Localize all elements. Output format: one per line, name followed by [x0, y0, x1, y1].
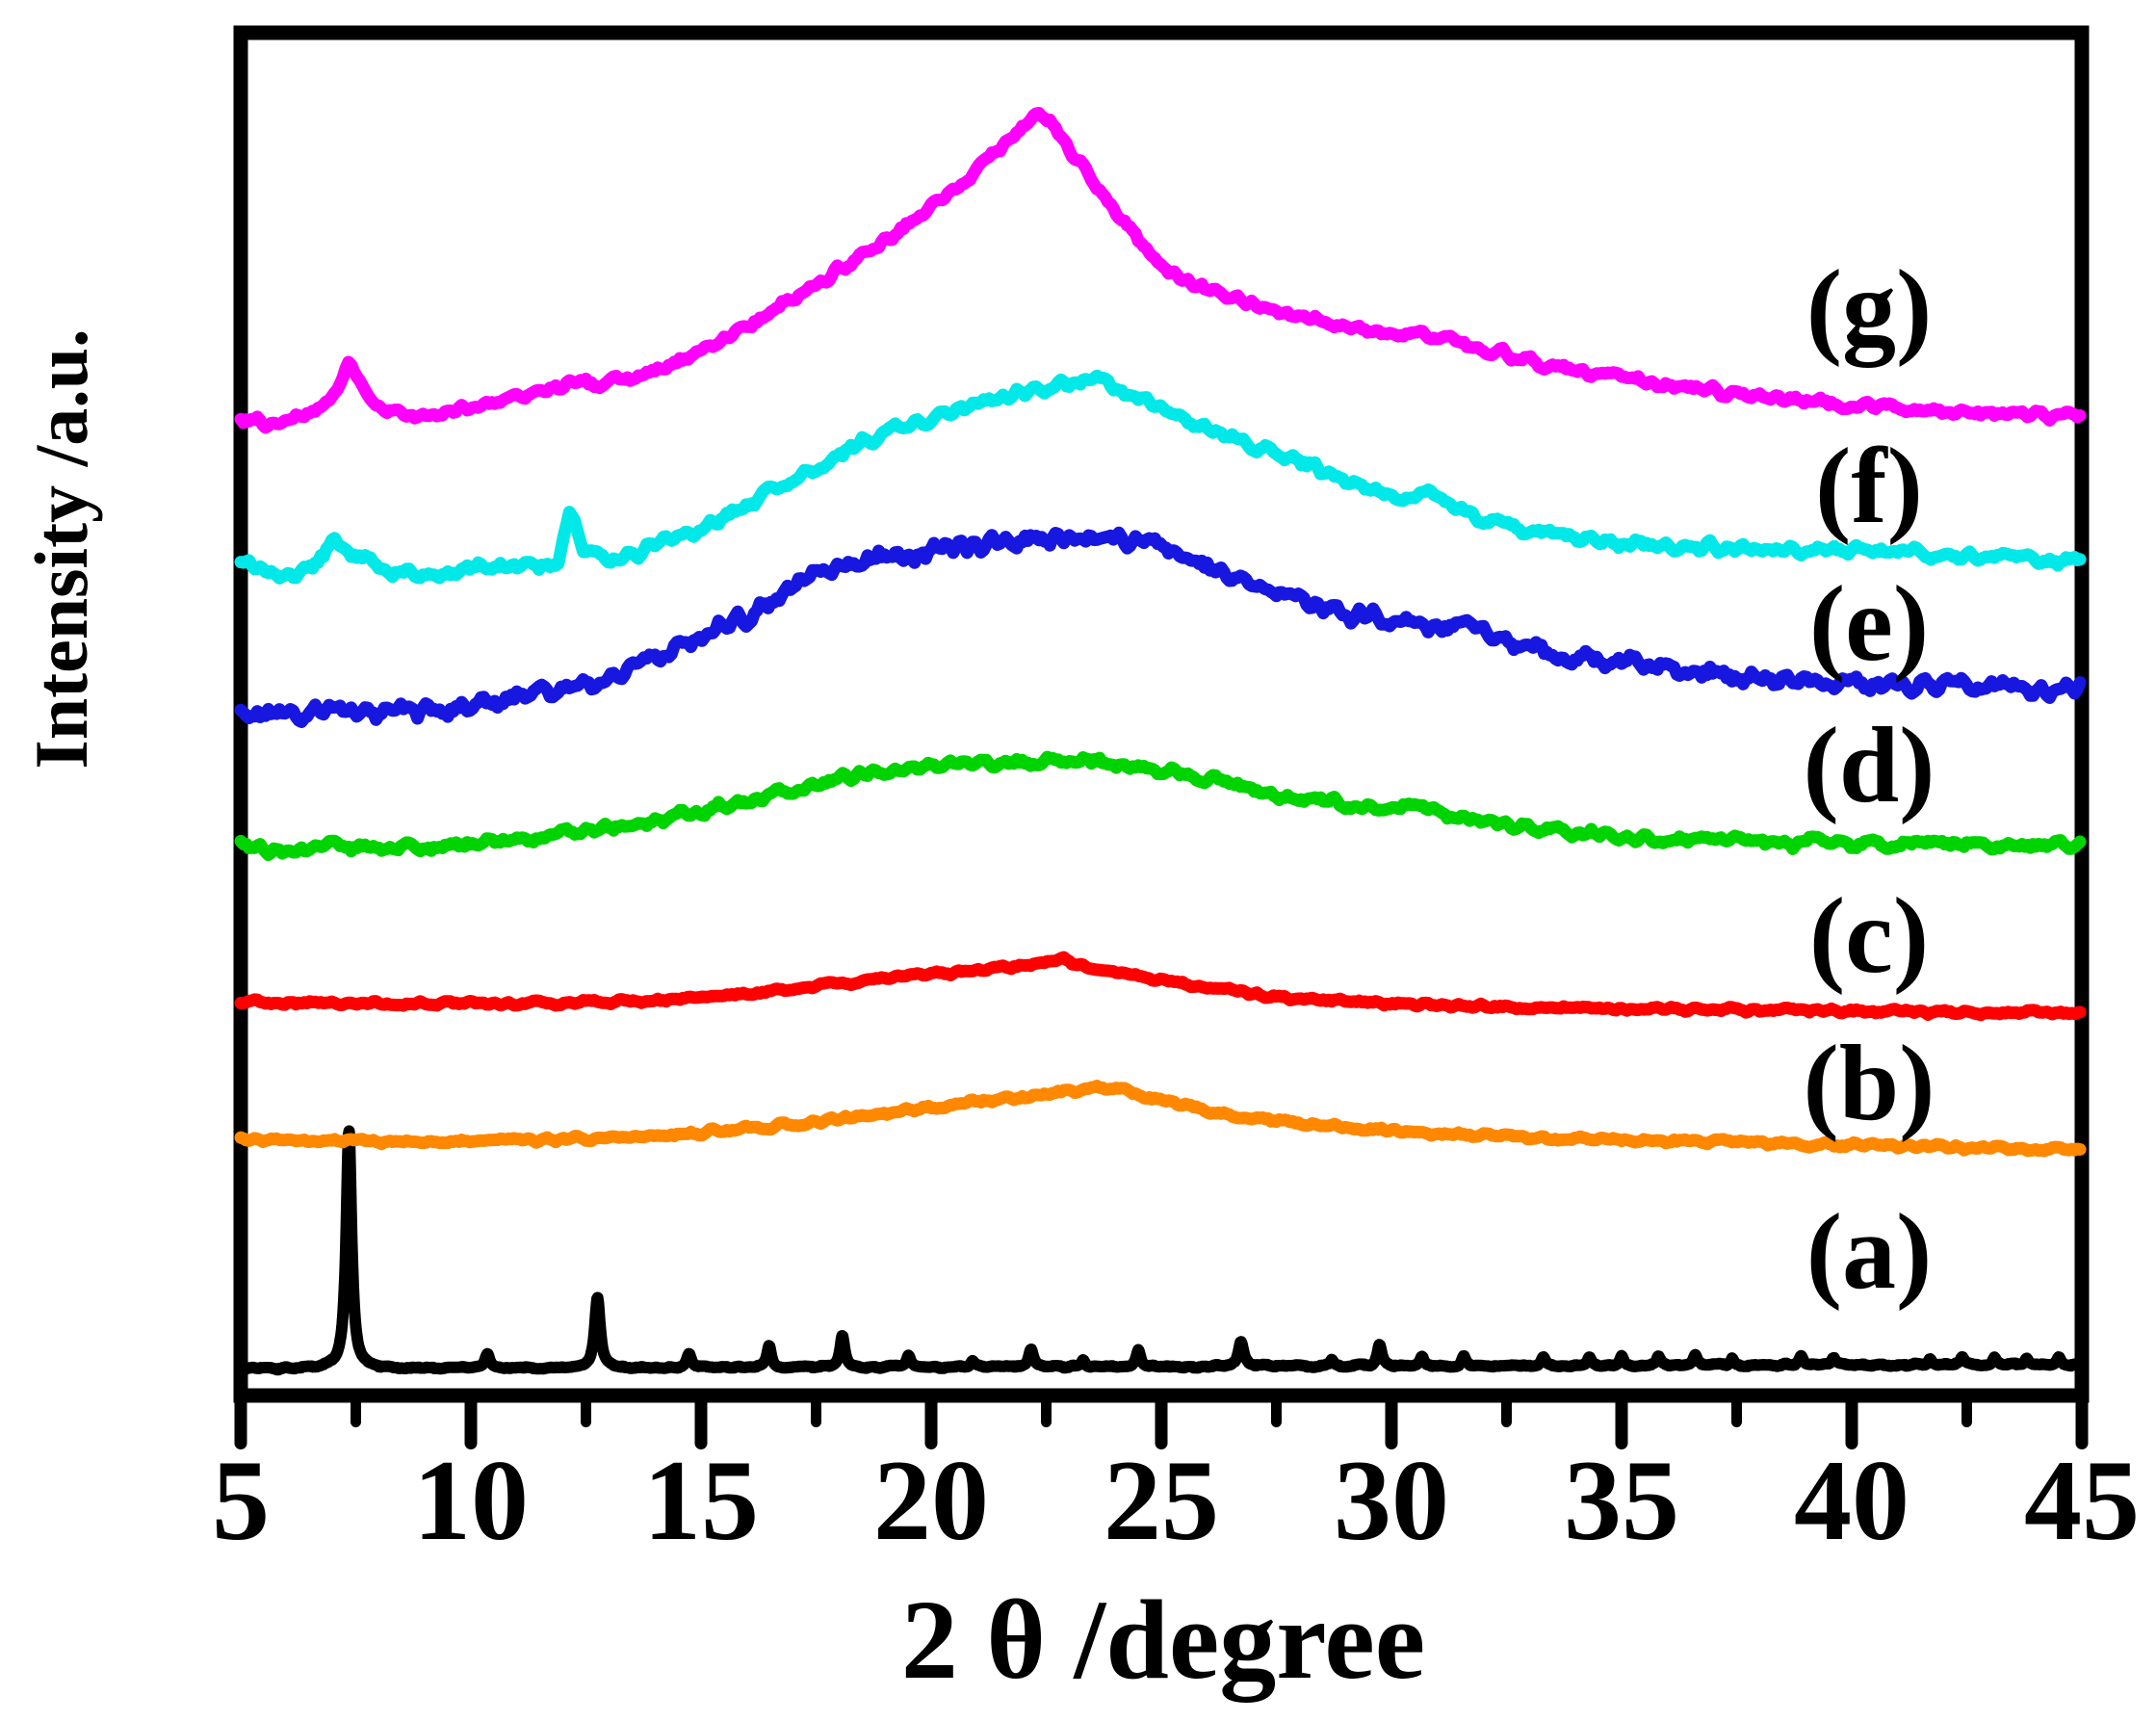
series-label-g: (g): [1805, 248, 1933, 368]
x-tick-label-35: 35: [1564, 1436, 1679, 1564]
y-axis-title: Intensity /a.u.: [19, 328, 103, 770]
x-tick-label-45: 45: [2024, 1436, 2140, 1564]
series-label-a: (a): [1805, 1192, 1933, 1312]
series-curve-a: [235, 1125, 2088, 1376]
series-curve-c: [234, 951, 2087, 1022]
series-curve-e: [234, 526, 2087, 728]
x-tick-label-20: 20: [873, 1436, 989, 1564]
series-label-b: (b): [1803, 1024, 1935, 1143]
series-label-f: (f): [1815, 427, 1923, 546]
x-tick-label-30: 30: [1334, 1436, 1449, 1564]
x-axis-title: 2 θ /degree: [900, 1577, 1426, 1703]
x-tick-label-25: 25: [1104, 1436, 1219, 1564]
series-curve-f: [234, 369, 2087, 585]
series-curve-b: [234, 1080, 2087, 1158]
x-tick-label-5: 5: [212, 1436, 270, 1564]
x-tick-label-10: 10: [413, 1436, 529, 1564]
series-label-c: (c): [1808, 876, 1930, 996]
x-tick-label-40: 40: [1794, 1436, 1909, 1564]
series-label-d: (d): [1803, 706, 1935, 825]
series-curve-g: [234, 107, 2087, 434]
series-curve-d: [234, 750, 2087, 861]
x-tick-label-15: 15: [643, 1436, 759, 1564]
series-label-e: (e): [1808, 564, 1930, 684]
